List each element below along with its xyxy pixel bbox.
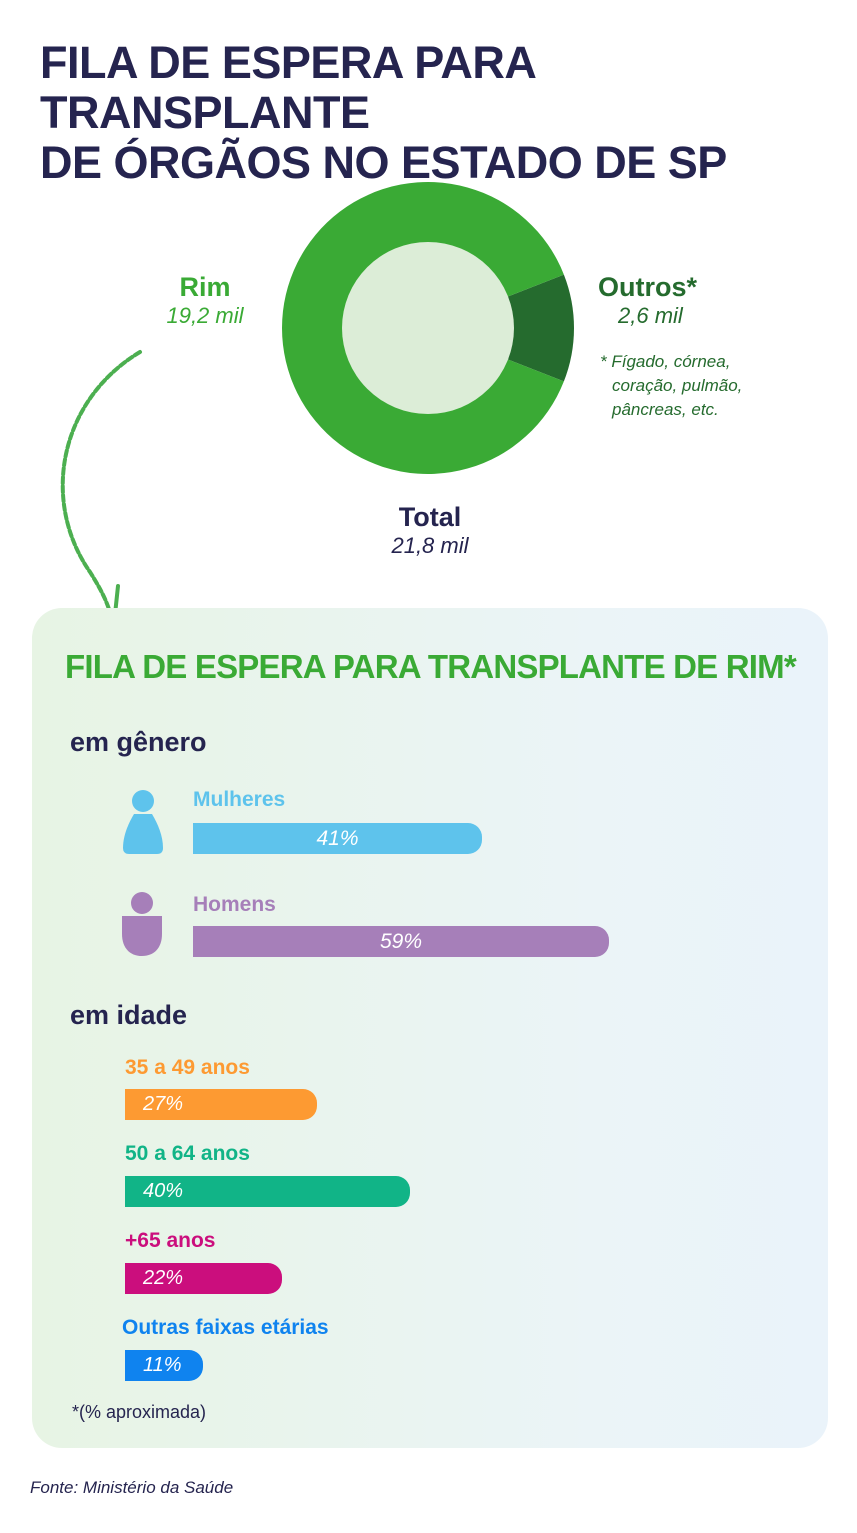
man-icon-head [131,892,153,914]
man-icon-body [122,916,162,956]
title-line-2: DE ÓRGÃOS NO ESTADO DE SP [40,137,727,188]
age-label-65-plus: +65 anos [125,1229,216,1252]
rim-value: 19,2 mil [166,303,244,328]
kidney-panel-title: FILA DE ESPERA PARA TRANSPLANTE DE RIM* [65,648,797,685]
age-bar-value-35-49: 27% [143,1093,184,1115]
gender-bar-homens: 59% [193,926,609,957]
title-line-1: FILA DE ESPERA PARA TRANSPLANTE [40,37,535,138]
percentage-footnote: *(% aproximada) [72,1402,207,1422]
outros-note: * Fígado, córnea, coração, pulmão, pâncr… [600,350,840,422]
page-title: FILA DE ESPERA PARA TRANSPLANTE DE ÓRGÃO… [40,38,830,188]
gender-bar-mulheres: 41% [193,823,482,854]
age-bar-value-65-plus: 22% [143,1267,184,1289]
age-heading: em idade [70,1000,188,1030]
note-line-2: coração, pulmão, [612,376,743,395]
gender-label-mulheres: Mulheres [193,788,286,811]
age-bar-value-50-64: 40% [143,1180,184,1202]
age-bar-outras: 11% [125,1350,203,1381]
kidney-panel [32,608,828,1448]
source-credit: Fonte: Ministério da Saúde [30,1478,234,1497]
donut-chart [282,181,574,474]
gender-bar-value-mulheres: 41% [316,826,359,850]
man-icon [122,892,162,958]
outros-name: Outros* [598,272,698,302]
woman-icon [122,790,164,856]
age-label-50-64: 50 a 64 anos [125,1142,250,1165]
total-label: Total 21,8 mil [330,502,530,559]
outros-value: 2,6 mil [618,303,683,328]
woman-icon-head [132,790,154,812]
gender-label-homens: Homens [193,893,276,916]
age-label-outras: Outras faixas etárias [122,1316,329,1339]
age-bar-50-64: 40% [125,1176,410,1207]
curved-arrow-icon [60,350,142,626]
note-line-1: * Fígado, córnea, [600,352,731,371]
donut-center [342,242,514,414]
rim-label: Rim 19,2 mil [140,272,270,329]
woman-icon-body [123,814,163,854]
outros-label: Outros* 2,6 mil [598,272,697,329]
gender-heading: em gênero [70,727,207,757]
rim-name: Rim [179,272,231,302]
age-bar-65-plus: 22% [125,1263,282,1294]
age-bar-value-outras: 11% [143,1354,182,1376]
age-bar-35-49: 27% [125,1089,317,1120]
gender-bar-value-homens: 59% [379,929,423,953]
total-value: 21,8 mil [391,533,469,558]
age-label-35-49: 35 a 49 anos [125,1056,250,1079]
total-name: Total [398,502,462,532]
note-line-3: pâncreas, etc. [612,400,719,419]
